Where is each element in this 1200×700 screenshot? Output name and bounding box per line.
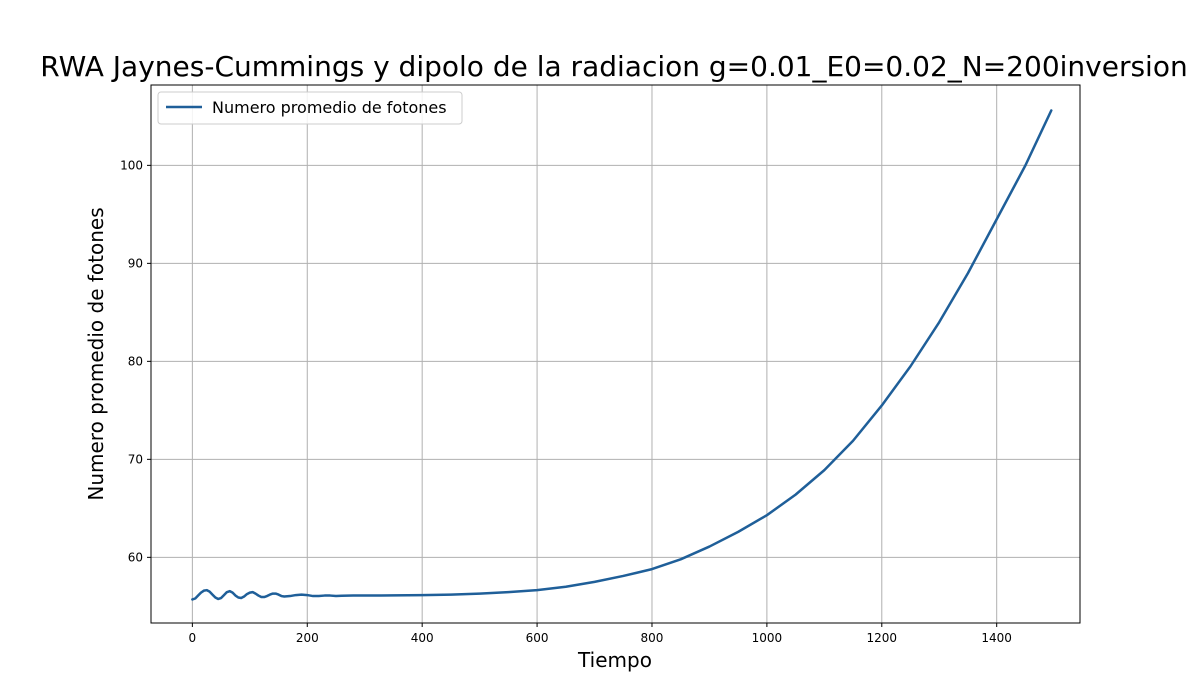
y-axis: 60 70 80 90 100 <box>120 158 151 564</box>
y-axis-label: Numero promedio de fotones <box>84 207 108 500</box>
plot-area-frame <box>150 84 1081 624</box>
legend-label: Numero promedio de fotones <box>212 98 447 117</box>
x-tick-label: 1200 <box>867 631 898 645</box>
x-tick-label: 400 <box>411 631 434 645</box>
y-tick-label: 70 <box>128 452 143 466</box>
legend: Numero promedio de fotones <box>157 91 463 125</box>
x-axis-label: Tiempo <box>577 648 652 672</box>
x-tick-label: 200 <box>296 631 319 645</box>
y-tick-label: 80 <box>128 354 143 368</box>
x-tick-label: 0 <box>189 631 197 645</box>
y-tick-label: 60 <box>128 550 143 564</box>
x-tick-label: 1400 <box>981 631 1012 645</box>
series-line <box>191 109 1053 601</box>
grid <box>151 85 1080 623</box>
x-tick-label: 800 <box>641 631 664 645</box>
x-axis: 0 200 400 600 800 1000 1200 1400 <box>189 623 1012 645</box>
x-tick-label: 1000 <box>752 631 783 645</box>
chart-title: RWA Jaynes-Cummings y dipolo de la radia… <box>40 50 1187 83</box>
series-layer <box>191 109 1053 601</box>
y-tick-label: 100 <box>120 158 143 172</box>
x-tick-label: 600 <box>526 631 549 645</box>
y-tick-label: 90 <box>128 256 143 270</box>
legend-box <box>157 91 463 125</box>
